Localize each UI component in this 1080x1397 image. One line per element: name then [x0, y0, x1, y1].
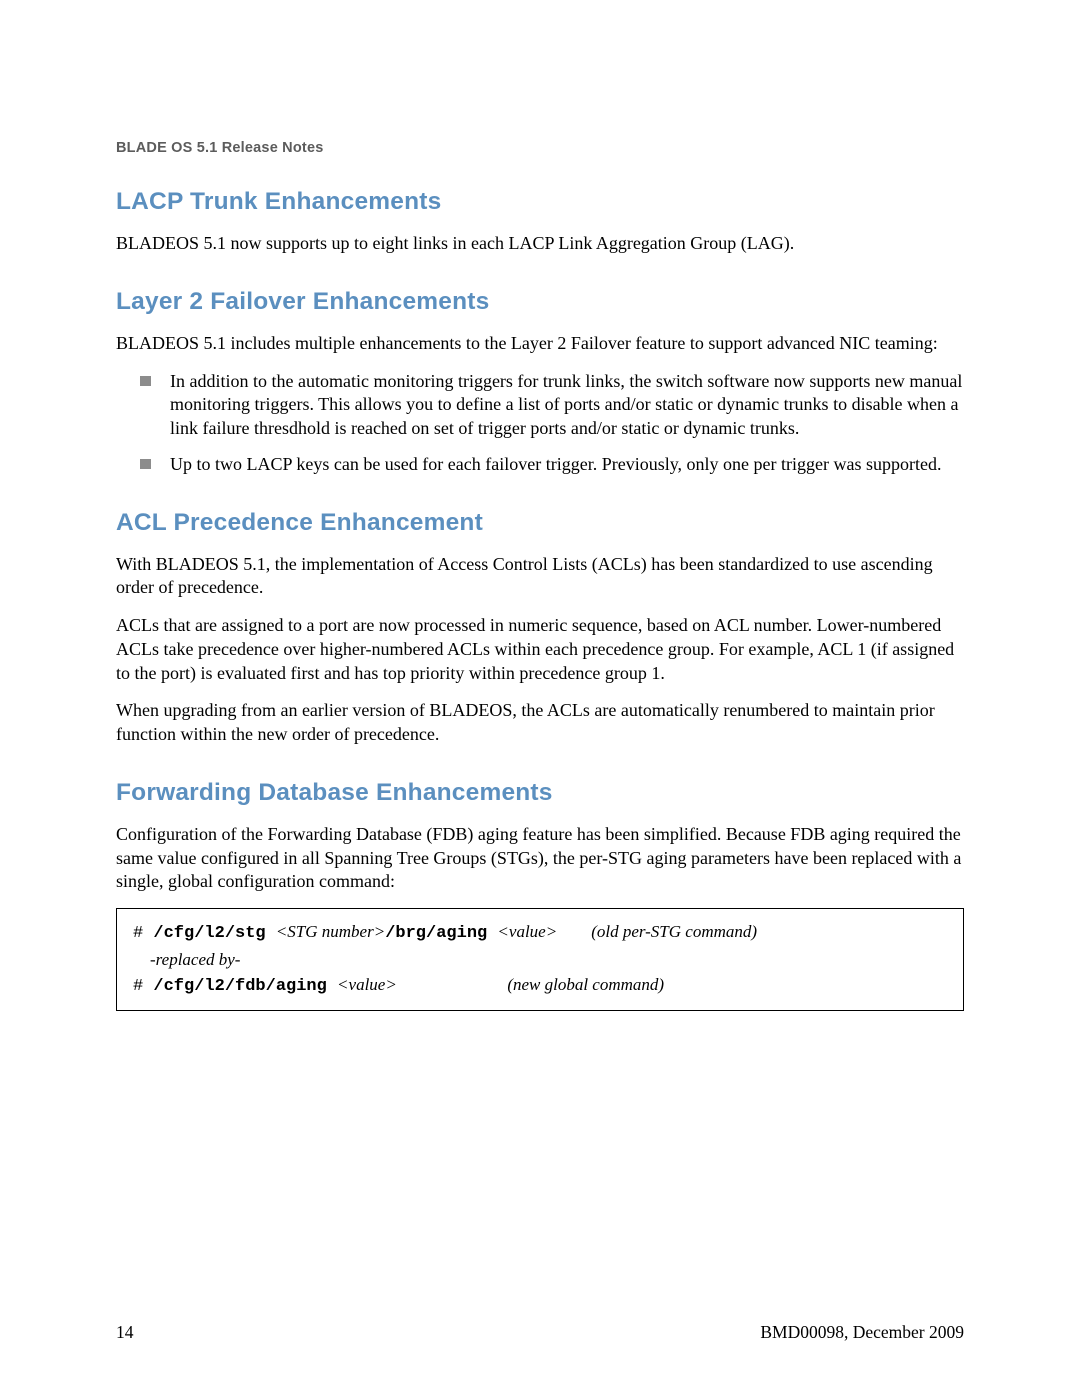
list-item: Up to two LACP keys can be used for each…	[144, 453, 964, 477]
l2fo-bullets: In addition to the automatic monitoring …	[116, 370, 964, 477]
code-replaced-by: -replaced by-	[150, 950, 240, 969]
code-cmd: /brg/aging	[385, 924, 497, 943]
command-box: # /cfg/l2/stg <STG number>/brg/aging <va…	[116, 908, 964, 1011]
doc-id: BMD00098, December 2009	[760, 1322, 964, 1343]
para-acl-3: When upgrading from an earlier version o…	[116, 699, 964, 747]
para-l2fo-1: BLADEOS 5.1 includes multiple enhancemen…	[116, 332, 964, 356]
code-arg: <STG number>	[276, 922, 385, 941]
code-row-1: # /cfg/l2/stg <STG number>/brg/aging <va…	[133, 919, 947, 947]
page: BLADE OS 5.1 Release Notes LACP Trunk En…	[0, 0, 1080, 1397]
list-item: In addition to the automatic monitoring …	[144, 370, 964, 441]
code-cmd: /cfg/l2/stg	[153, 924, 275, 943]
code-arg: <value>	[337, 975, 397, 994]
para-fdb-1: Configuration of the Forwarding Database…	[116, 823, 964, 894]
para-lacp-1: BLADEOS 5.1 now supports up to eight lin…	[116, 232, 964, 256]
code-row-2: -replaced by-	[133, 947, 947, 973]
heading-lacp: LACP Trunk Enhancements	[116, 188, 964, 216]
code-annot: (new global command)	[507, 975, 664, 994]
heading-l2failover: Layer 2 Failover Enhancements	[116, 288, 964, 316]
para-acl-1: With BLADEOS 5.1, the implementation of …	[116, 553, 964, 601]
page-number: 14	[116, 1322, 134, 1343]
code-arg: <value>	[497, 922, 557, 941]
code-row-3: # /cfg/l2/fdb/aging <value> (new global …	[133, 972, 947, 1000]
heading-acl: ACL Precedence Enhancement	[116, 509, 964, 537]
heading-fdb: Forwarding Database Enhancements	[116, 779, 964, 807]
code-annot: (old per-STG command)	[591, 922, 757, 941]
code-cmd: /cfg/l2/fdb/aging	[153, 977, 337, 996]
code-prefix: #	[133, 977, 153, 996]
para-acl-2: ACLs that are assigned to a port are now…	[116, 614, 964, 685]
page-footer: 14 BMD00098, December 2009	[116, 1322, 964, 1343]
code-prefix: #	[133, 924, 153, 943]
doc-header-title: BLADE OS 5.1 Release Notes	[116, 140, 964, 156]
